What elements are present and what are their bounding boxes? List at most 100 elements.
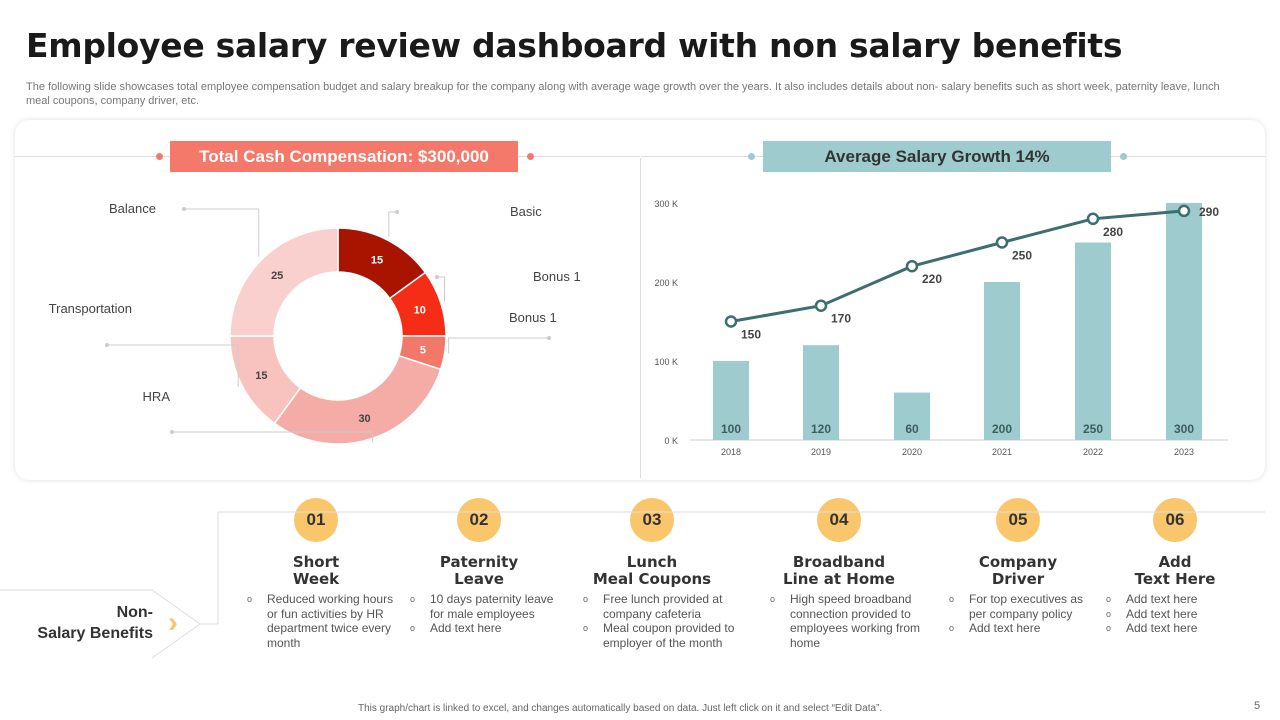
benefit-list: Add text hereAdd text hereAdd text here bbox=[1104, 592, 1260, 636]
bar bbox=[1075, 242, 1111, 440]
donut-slice bbox=[229, 227, 339, 337]
benefit-item: Add text here bbox=[1104, 621, 1260, 636]
slice-value-label: 15 bbox=[371, 254, 383, 266]
leader-line bbox=[107, 344, 239, 387]
line-point bbox=[814, 299, 828, 312]
leader-dot bbox=[170, 430, 174, 434]
leader-line bbox=[388, 211, 397, 237]
line-point bbox=[995, 236, 1009, 249]
y-tick-label: 0 K bbox=[664, 436, 678, 446]
benefit-number-badge: 03 bbox=[630, 498, 674, 542]
leader-dot bbox=[395, 210, 399, 214]
x-tick-label: 2021 bbox=[992, 447, 1012, 457]
slice-category-label: Bonus 1 bbox=[509, 310, 557, 325]
benefit-list: Reduced working hours or fun activities … bbox=[245, 592, 401, 650]
slice-value-label: 5 bbox=[420, 344, 426, 356]
line-value-label: 250 bbox=[1012, 249, 1032, 263]
title-line: Lunch bbox=[626, 553, 678, 571]
benefit-number-badge: 01 bbox=[294, 498, 338, 542]
slice-category-label: HRA bbox=[143, 389, 171, 404]
y-tick-label: 100 K bbox=[654, 357, 678, 367]
leader-line bbox=[184, 208, 260, 257]
benefit-list: 10 days paternity leave for male employe… bbox=[408, 592, 564, 636]
dot bbox=[1120, 153, 1127, 160]
line-value-label: 150 bbox=[741, 328, 761, 342]
line-value-label: 220 bbox=[922, 272, 942, 286]
benefit-title: Short Week bbox=[231, 554, 401, 588]
label-line: Salary Benefits bbox=[37, 625, 153, 642]
leader-dot bbox=[105, 343, 109, 347]
leader-line bbox=[172, 431, 374, 443]
bar bbox=[894, 392, 930, 440]
bar-value-label: 120 bbox=[811, 422, 831, 436]
slice-value-label: 30 bbox=[358, 413, 370, 425]
total-compensation-banner: Total Cash Compensation: $300,000 bbox=[170, 141, 518, 172]
leader-dot bbox=[435, 275, 439, 279]
salary-growth-line bbox=[730, 209, 1185, 323]
slice-category-label: Transportation bbox=[49, 301, 132, 316]
dot bbox=[156, 153, 163, 160]
line-value-label: 170 bbox=[831, 312, 851, 326]
benefit-item: Meal coupon provided to employer of the … bbox=[581, 621, 737, 650]
benefit-item: For top executives as per company policy bbox=[947, 592, 1103, 621]
x-tick-label: 2022 bbox=[1083, 447, 1103, 457]
page-title: Employee salary review dashboard with no… bbox=[26, 26, 1123, 65]
footer-note: This graph/chart is linked to excel, and… bbox=[358, 703, 883, 714]
x-tick-label: 2019 bbox=[811, 447, 831, 457]
title-line: Meal Coupons bbox=[592, 570, 712, 588]
slice-value-label: 15 bbox=[255, 370, 267, 382]
title-line: Line at Home bbox=[783, 570, 895, 588]
x-tick-label: 2023 bbox=[1174, 447, 1194, 457]
benefit-list: Free lunch provided at company cafeteria… bbox=[581, 592, 737, 650]
bar-value-label: 200 bbox=[992, 422, 1012, 436]
title-line: Text Here bbox=[1134, 570, 1216, 588]
bar bbox=[984, 282, 1020, 440]
divider bbox=[640, 158, 641, 478]
salary-growth-banner: Average Salary Growth 14% bbox=[763, 141, 1111, 172]
dot bbox=[527, 153, 534, 160]
title-line: Week bbox=[292, 570, 340, 588]
benefit-title: Paternity Leave bbox=[394, 554, 564, 588]
benefit-item: High speed broadband connection provided… bbox=[768, 592, 924, 650]
chevron-right-icon: › bbox=[168, 606, 178, 639]
benefit-item: Add text here bbox=[947, 621, 1103, 636]
title-line: Short bbox=[292, 553, 340, 571]
benefit-number-badge: 05 bbox=[996, 498, 1040, 542]
bar-value-label: 250 bbox=[1083, 422, 1103, 436]
line-point bbox=[724, 315, 738, 328]
title-line: Broadband bbox=[792, 553, 886, 571]
y-tick-label: 200 K bbox=[654, 278, 678, 288]
dot bbox=[748, 153, 755, 160]
page-number: 5 bbox=[1254, 700, 1261, 712]
benefit-item: 10 days paternity leave for male employe… bbox=[408, 592, 564, 621]
slice-value-label: 25 bbox=[271, 270, 283, 282]
title-line: Driver bbox=[991, 570, 1045, 588]
benefit-number-badge: 04 bbox=[817, 498, 861, 542]
title-line: Add bbox=[1158, 553, 1192, 571]
leader-dot bbox=[547, 336, 551, 340]
benefit-title: Company Driver bbox=[933, 554, 1103, 588]
y-tick-label: 300 K bbox=[654, 199, 678, 209]
benefit-number-badge: 02 bbox=[457, 498, 501, 542]
bar-value-label: 300 bbox=[1174, 422, 1194, 436]
bar bbox=[1166, 203, 1202, 440]
benefit-item: Reduced working hours or fun activities … bbox=[245, 592, 401, 650]
x-tick-label: 2020 bbox=[902, 447, 922, 457]
bar bbox=[803, 345, 839, 440]
benefit-item: Add text here bbox=[1104, 592, 1260, 607]
label-line: Non- bbox=[116, 604, 153, 621]
benefit-title: Add Text Here bbox=[1090, 554, 1260, 588]
title-line: Paternity bbox=[439, 553, 519, 571]
donut-slice bbox=[273, 354, 442, 445]
title-line: Company bbox=[978, 553, 1058, 571]
non-salary-benefits-label: Non- Salary Benefits bbox=[10, 602, 153, 644]
line-point bbox=[1177, 204, 1191, 218]
slice-category-label: Balance bbox=[109, 201, 156, 216]
slice-category-label: Bonus 1 bbox=[533, 269, 581, 284]
